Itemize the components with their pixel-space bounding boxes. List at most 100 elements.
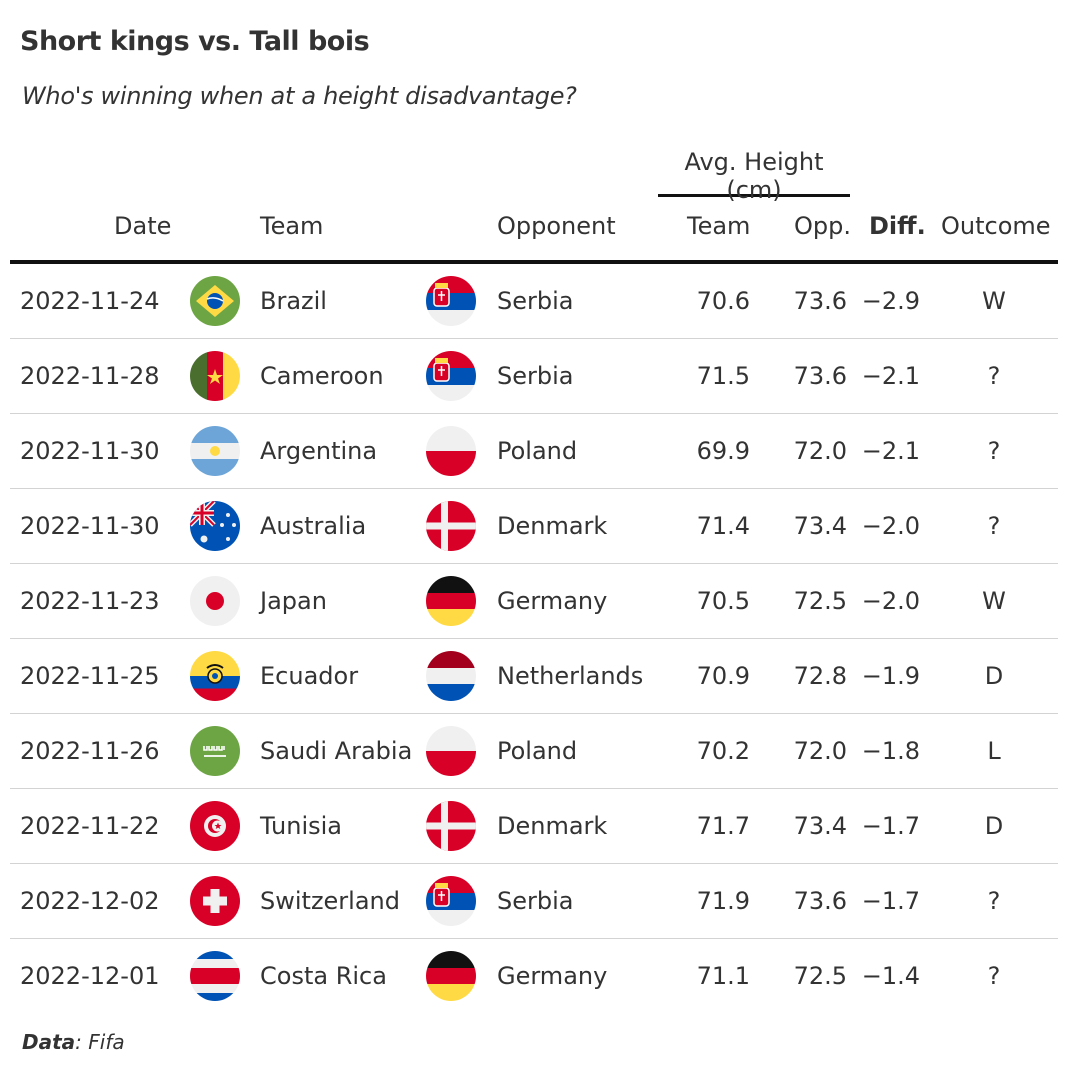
cell-opp-height: 73.4 <box>793 812 847 840</box>
source-note: Data: Fifa <box>22 1030 125 1054</box>
denmark-flag-icon <box>426 501 476 551</box>
header-rule <box>10 260 1058 264</box>
cell-outcome: ? <box>987 437 1001 465</box>
cell-date: 2022-12-01 <box>20 962 160 990</box>
column-spanner-avg-height: Avg. Height (cm) <box>658 146 850 204</box>
cell-team: Cameroon <box>260 362 384 390</box>
header-team-height: Team <box>687 212 751 240</box>
cell-date: 2022-11-30 <box>20 437 160 465</box>
cell-opp-height: 72.5 <box>793 587 847 615</box>
cell-opponent: Poland <box>497 737 578 765</box>
table-row: 2022-11-23 Japan Germany 70.5 72.5 −2.0 W <box>10 564 1058 639</box>
cell-opponent: Denmark <box>497 812 608 840</box>
cell-opp-height: 73.6 <box>793 287 847 315</box>
serbia-flag-icon <box>426 876 476 926</box>
cell-opponent: Netherlands <box>497 662 644 690</box>
cell-diff: −1.9 <box>861 662 920 690</box>
germany-flag-icon <box>426 576 476 626</box>
brazil-flag-icon <box>190 276 240 326</box>
table-header: Date Team Opponent Team Opp. Diff. Outco… <box>10 206 1058 260</box>
japan-flag-icon <box>190 576 240 626</box>
header-team: Team <box>260 212 324 240</box>
cell-date: 2022-11-26 <box>20 737 160 765</box>
cell-opponent: Serbia <box>497 287 574 315</box>
cell-diff: −2.0 <box>861 512 920 540</box>
cell-outcome: ? <box>987 887 1001 915</box>
australia-flag-icon <box>190 501 240 551</box>
cell-opp-height: 73.6 <box>793 887 847 915</box>
table-row: 2022-11-24 Brazil Serbia 70.6 73.6 −2.9 W <box>10 264 1058 339</box>
cell-date: 2022-11-28 <box>20 362 160 390</box>
table-row: 2022-12-02 Switzerland Serbia 71.9 73.6 −1.7? <box>10 864 1058 939</box>
cell-outcome: W <box>982 287 1006 315</box>
tunisia-flag-icon <box>190 801 240 851</box>
cell-opp-height: 72.0 <box>793 437 847 465</box>
cell-team: Ecuador <box>260 662 359 690</box>
cell-team: Saudi Arabia <box>260 737 413 765</box>
table-row: 2022-11-30 Argentina Poland 69.9 72.0 −2.1? <box>10 414 1058 489</box>
cell-diff: −1.7 <box>861 812 920 840</box>
source-label: Data <box>22 1030 76 1054</box>
table-row: 2022-11-25 Ecuador Netherlands 70.9 72.8 −1.9… <box>10 639 1058 714</box>
header-opp-height: Opp. <box>794 212 851 240</box>
spanner-label: Avg. Height (cm) <box>684 148 824 204</box>
cell-diff: −2.0 <box>861 587 920 615</box>
cell-team: Switzerland <box>260 887 400 915</box>
cell-date: 2022-12-02 <box>20 887 160 915</box>
header-date: Date <box>114 212 172 240</box>
chart-subtitle: Who's winning when at a height disadvant… <box>22 82 577 110</box>
cell-team-height: 70.2 <box>696 737 750 765</box>
cell-team-height: 71.1 <box>696 962 750 990</box>
table-body: 2022-11-24 Brazil Serbia 70.6 73.6 −2.9 W 2022-… <box>10 264 1058 1014</box>
cell-date: 2022-11-23 <box>20 587 160 615</box>
cell-outcome: D <box>984 812 1004 840</box>
poland-flag-icon <box>426 426 476 476</box>
saudi-arabia-flag-icon <box>190 726 240 776</box>
cell-team: Costa Rica <box>260 962 387 990</box>
cell-team-height: 71.9 <box>696 887 750 915</box>
cell-date: 2022-11-24 <box>20 287 160 315</box>
cell-team-height: 70.9 <box>696 662 750 690</box>
cell-team-height: 70.6 <box>696 287 750 315</box>
cell-outcome: ? <box>987 512 1001 540</box>
cell-team-height: 71.4 <box>696 512 750 540</box>
cell-outcome: ? <box>987 362 1001 390</box>
cell-opp-height: 72.8 <box>793 662 847 690</box>
serbia-flag-icon <box>426 351 476 401</box>
table-row: 2022-11-22 Tunisia Denmark 71.7 73.4 −1.7 D <box>10 789 1058 864</box>
header-opponent: Opponent <box>497 212 616 240</box>
table-row: 2022-11-26 Saudi Arabia Poland 70.2 72.0 −1.8… <box>10 714 1058 789</box>
cell-opponent: Poland <box>497 437 578 465</box>
cell-team-height: 71.5 <box>696 362 750 390</box>
cell-opponent: Denmark <box>497 512 608 540</box>
cell-team: Japan <box>260 587 327 615</box>
costa-rica-flag-icon <box>190 951 240 1001</box>
header-outcome: Outcome <box>941 212 1051 240</box>
switzerland-flag-icon <box>190 876 240 926</box>
cell-opp-height: 73.6 <box>793 362 847 390</box>
cell-outcome: L <box>987 737 1001 765</box>
table-row: 2022-11-30 Australia Denmark 71.4 73.4 −2.0? <box>10 489 1058 564</box>
ecuador-flag-icon <box>190 651 240 701</box>
cell-opponent: Serbia <box>497 362 574 390</box>
cell-opp-height: 73.4 <box>793 512 847 540</box>
cell-opponent: Germany <box>497 962 608 990</box>
cell-diff: −1.8 <box>861 737 920 765</box>
source-text: : Fifa <box>75 1030 125 1054</box>
cell-diff: −1.4 <box>861 962 920 990</box>
poland-flag-icon <box>426 726 476 776</box>
cell-diff: −2.1 <box>861 362 920 390</box>
cell-diff: −2.1 <box>861 437 920 465</box>
argentina-flag-icon <box>190 426 240 476</box>
chart-title: Short kings vs. Tall bois <box>20 26 370 57</box>
cell-team-height: 69.9 <box>696 437 750 465</box>
denmark-flag-icon <box>426 801 476 851</box>
cell-outcome: D <box>984 662 1004 690</box>
serbia-flag-icon <box>426 276 476 326</box>
table-row: 2022-11-28 Cameroon Serbia 71.5 73.6 −2.1? <box>10 339 1058 414</box>
cell-team-height: 71.7 <box>696 812 750 840</box>
cell-team: Australia <box>260 512 367 540</box>
cell-team-height: 70.5 <box>696 587 750 615</box>
cell-opp-height: 72.5 <box>793 962 847 990</box>
cell-diff: −2.9 <box>861 287 920 315</box>
